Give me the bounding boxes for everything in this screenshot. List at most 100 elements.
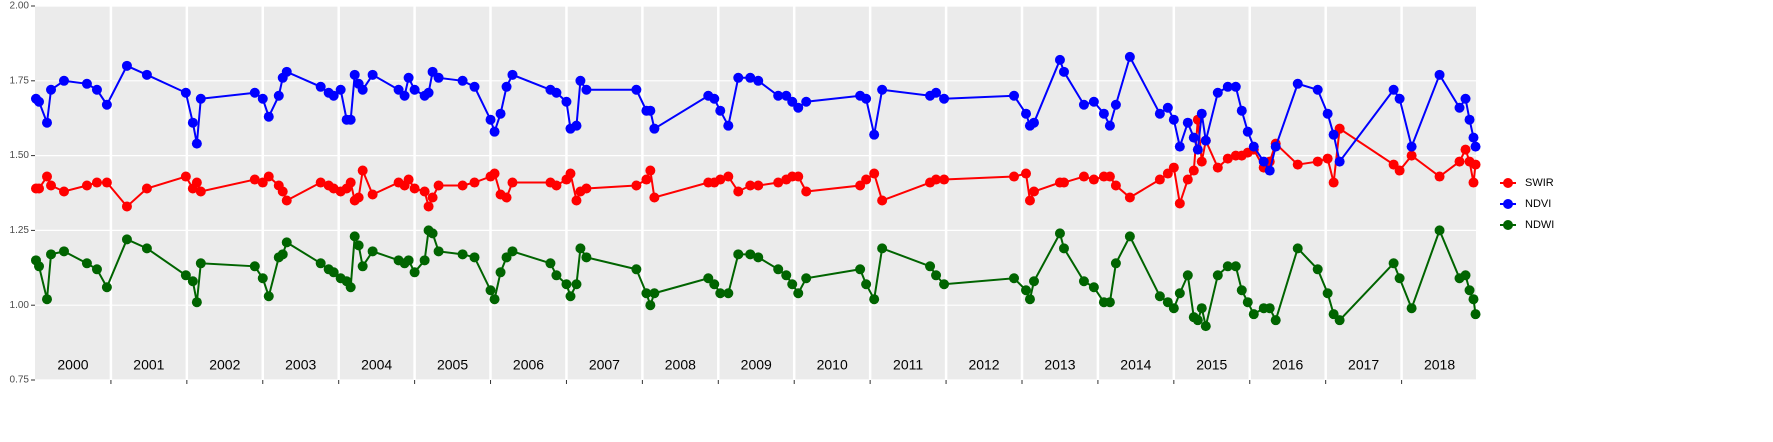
- point: [773, 264, 784, 275]
- point: [1182, 117, 1193, 128]
- point: [81, 180, 92, 191]
- point: [1334, 315, 1345, 326]
- point: [645, 300, 656, 311]
- legend-key: [1503, 178, 1513, 188]
- point: [345, 282, 356, 293]
- point: [1009, 171, 1020, 182]
- point: [1104, 297, 1115, 308]
- point: [191, 297, 202, 308]
- point: [1196, 156, 1207, 167]
- point: [939, 93, 950, 104]
- point: [121, 234, 132, 245]
- point: [489, 126, 500, 137]
- point: [1460, 144, 1471, 155]
- point: [263, 111, 274, 122]
- point: [1470, 159, 1481, 170]
- point: [1312, 84, 1323, 95]
- point: [1104, 171, 1115, 182]
- point: [469, 252, 480, 263]
- point: [1058, 66, 1069, 77]
- point: [575, 75, 586, 86]
- point: [1021, 108, 1032, 119]
- point: [409, 183, 420, 194]
- point: [1406, 141, 1417, 152]
- point: [1192, 144, 1203, 155]
- point: [345, 177, 356, 188]
- point: [1078, 99, 1089, 110]
- point: [249, 174, 260, 185]
- point: [457, 180, 468, 191]
- point: [121, 201, 132, 212]
- point: [931, 270, 942, 281]
- point: [367, 189, 378, 200]
- point: [781, 270, 792, 281]
- point: [195, 258, 206, 269]
- point: [187, 117, 198, 128]
- point: [1292, 243, 1303, 254]
- point: [1258, 156, 1269, 167]
- point: [1028, 276, 1039, 287]
- point: [565, 168, 576, 179]
- point: [575, 243, 586, 254]
- point: [1394, 273, 1405, 284]
- point: [315, 177, 326, 188]
- point: [715, 288, 726, 299]
- y-tick-label: 1.00: [10, 300, 30, 311]
- point: [645, 165, 656, 176]
- point: [551, 180, 562, 191]
- point: [565, 291, 576, 302]
- point: [507, 246, 518, 257]
- point: [645, 105, 656, 116]
- point: [34, 96, 45, 107]
- point: [861, 279, 872, 290]
- point: [191, 177, 202, 188]
- point: [641, 288, 652, 299]
- point: [41, 294, 52, 305]
- point: [507, 69, 518, 80]
- point: [931, 174, 942, 185]
- point: [1322, 288, 1333, 299]
- year-label: 2009: [741, 357, 772, 373]
- y-tick-label: 2.00: [10, 1, 30, 12]
- point: [1104, 120, 1115, 131]
- point: [277, 186, 288, 197]
- point: [349, 69, 360, 80]
- point: [91, 177, 102, 188]
- point: [1334, 156, 1345, 167]
- point: [561, 96, 572, 107]
- point: [273, 90, 284, 101]
- point: [1434, 171, 1445, 182]
- point: [753, 75, 764, 86]
- point: [1222, 153, 1233, 164]
- point: [433, 180, 444, 191]
- point: [1292, 78, 1303, 89]
- point: [281, 66, 292, 77]
- point: [1196, 108, 1207, 119]
- point: [1468, 177, 1479, 188]
- point: [551, 87, 562, 98]
- legend-label: SWIR: [1525, 177, 1554, 189]
- point: [1168, 114, 1179, 125]
- point: [141, 69, 152, 80]
- point: [1388, 258, 1399, 269]
- point: [507, 177, 518, 188]
- point: [723, 288, 734, 299]
- point: [1088, 282, 1099, 293]
- point: [91, 264, 102, 275]
- point: [1270, 141, 1281, 152]
- year-label: 2007: [589, 357, 620, 373]
- point: [101, 282, 112, 293]
- point: [403, 255, 414, 266]
- point: [733, 186, 744, 197]
- year-label: 2013: [1044, 357, 1075, 373]
- point: [801, 96, 812, 107]
- point: [877, 195, 888, 206]
- point: [1021, 168, 1032, 179]
- year-label: 2003: [285, 357, 316, 373]
- point: [1078, 276, 1089, 287]
- point: [1182, 174, 1193, 185]
- point: [46, 249, 57, 260]
- point: [545, 258, 556, 269]
- point: [931, 87, 942, 98]
- point: [367, 246, 378, 257]
